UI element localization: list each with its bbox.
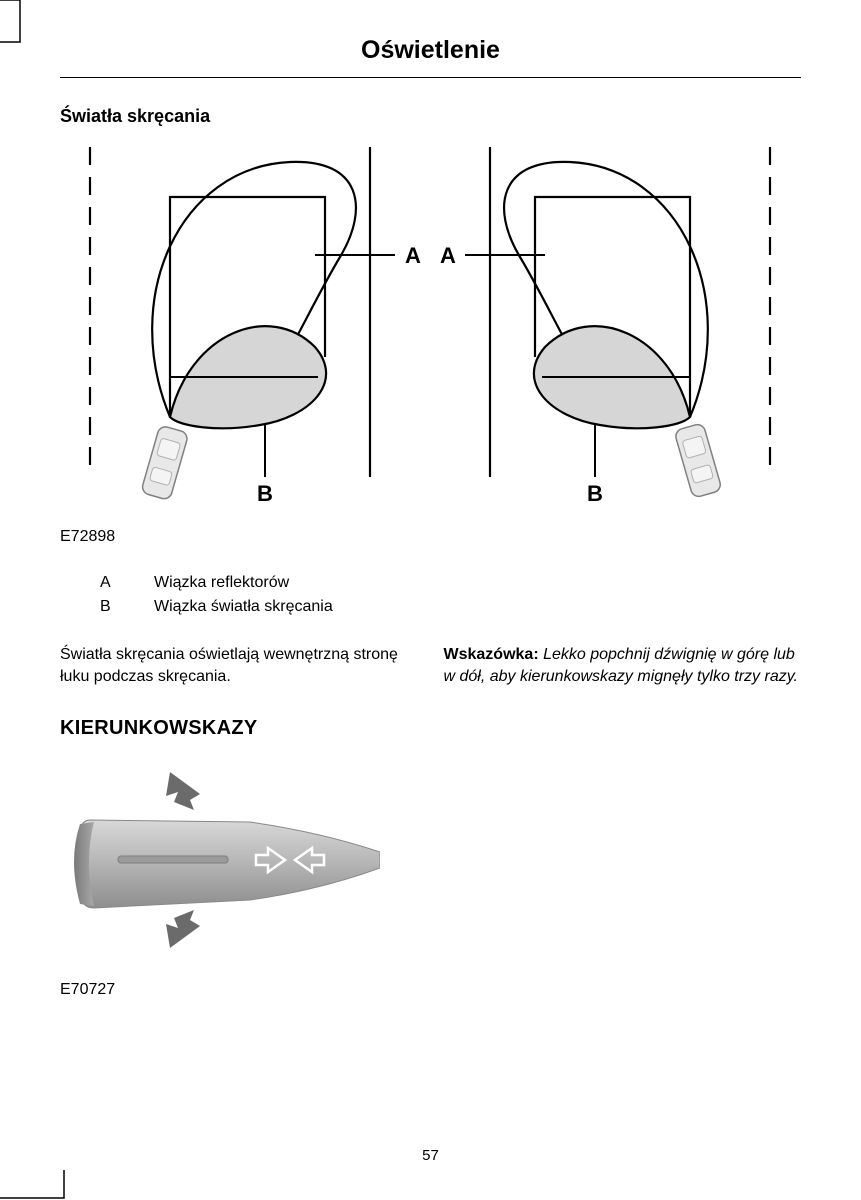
diagram-label-B-right: B xyxy=(587,481,603,506)
figure-code-2: E70727 xyxy=(60,979,418,1001)
legend-row-A: A Wiązka reflektorów xyxy=(100,574,801,592)
figure-code-1: E72898 xyxy=(60,528,801,546)
section-heading-cornering-lights: Światła skręcania xyxy=(60,106,801,127)
legend-row-B: B Wiązka światła skręcania xyxy=(100,598,801,616)
legend-key-B: B xyxy=(100,598,120,616)
crop-mark-bottom xyxy=(0,1170,66,1200)
cornering-svg: A B A B xyxy=(60,147,800,517)
two-column-body: Światła skręcania oświetlają wewnętrzną … xyxy=(60,644,801,1000)
title-rule xyxy=(60,77,801,78)
page-title: Oświetlenie xyxy=(60,36,801,65)
cornering-diagram: A B A B xyxy=(60,147,801,522)
diagram-legend: A Wiązka reflektorów B Wiązka światła sk… xyxy=(100,574,801,616)
lever-figure xyxy=(60,760,418,967)
move-arrow-up-icon xyxy=(166,772,208,810)
lever-svg xyxy=(60,760,380,960)
legend-text-A: Wiązka reflektorów xyxy=(154,574,289,592)
diagram-label-A-right: A xyxy=(440,243,456,268)
cornering-body-text: Światła skręcania oświetlają wewnętrzną … xyxy=(60,644,418,687)
left-column: Światła skręcania oświetlają wewnętrzną … xyxy=(60,644,418,1000)
tip-label: Wskazówka: xyxy=(444,646,539,663)
diagram-label-A-left: A xyxy=(405,243,421,268)
lever-groove xyxy=(118,856,228,863)
legend-text-B: Wiązka światła skręcania xyxy=(154,598,333,616)
lever-body xyxy=(80,820,380,908)
legend-key-A: A xyxy=(100,574,120,592)
page-number: 57 xyxy=(0,1147,861,1164)
move-arrow-down-icon xyxy=(166,910,200,948)
crop-mark-top xyxy=(0,0,22,44)
right-column: Wskazówka: Lekko popchnij dźwignię w gór… xyxy=(444,644,802,1000)
diagram-label-B-left: B xyxy=(257,481,273,506)
section-heading-indicators: KIERUNKOWSKAZY xyxy=(60,715,418,742)
